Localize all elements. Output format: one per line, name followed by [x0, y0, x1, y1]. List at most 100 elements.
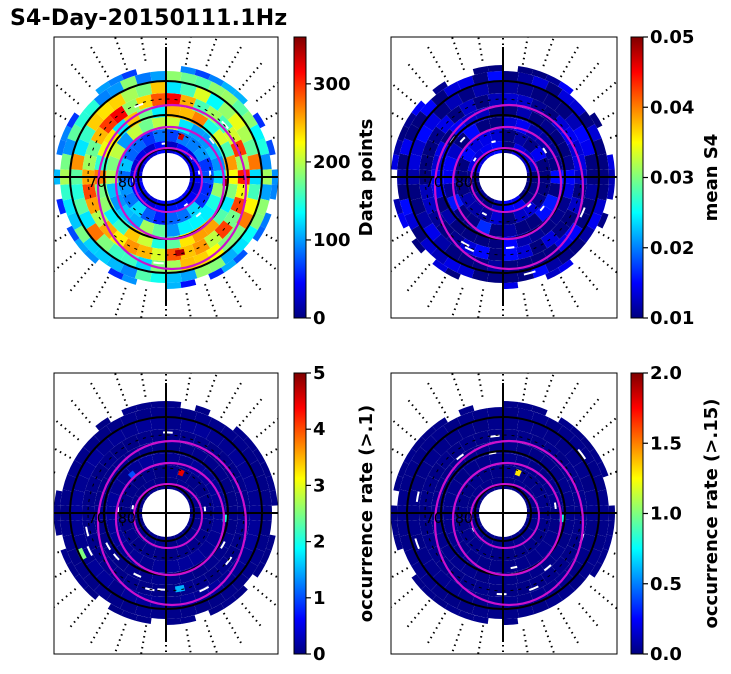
heatmap-cell	[422, 222, 442, 243]
scan-track	[575, 397, 601, 427]
heatmap-cell	[586, 124, 602, 142]
heatmap-cell	[488, 559, 503, 573]
heatmap-cell	[142, 195, 158, 211]
heatmap-cell	[584, 183, 599, 201]
scan-track	[90, 46, 112, 83]
heatmap-cell	[142, 143, 158, 159]
heatmap-cell	[568, 435, 586, 454]
heatmap-cell	[432, 437, 452, 457]
colorbar-tick-label: 0	[313, 644, 326, 665]
heatmap-cell	[602, 534, 613, 551]
heatmap-cell	[440, 207, 459, 226]
heatmap-cell	[527, 561, 546, 579]
scan-track	[450, 373, 465, 407]
heatmap-cell	[107, 74, 124, 87]
pole-hole	[483, 489, 527, 533]
heatmap-cell	[194, 75, 212, 91]
heatmap-cell	[596, 520, 609, 537]
heatmap-cell	[83, 572, 101, 591]
heatmap-cell	[449, 553, 468, 572]
heatmap-cell	[573, 460, 591, 480]
heatmap-cell	[232, 426, 248, 441]
heatmap-cell	[217, 477, 235, 495]
heatmap-cell	[459, 191, 476, 209]
data-gap	[221, 120, 229, 130]
heatmap-cell	[443, 417, 462, 434]
heatmap-cell	[473, 442, 491, 459]
heatmap-cell	[393, 198, 404, 215]
heatmap-cell	[578, 110, 595, 129]
heatmap-cell	[129, 472, 147, 490]
heatmap-cell	[527, 111, 546, 129]
heatmap-cell	[444, 603, 461, 616]
heatmap-cell	[580, 436, 595, 452]
hotspot-cell	[177, 133, 185, 141]
heatmap-cell	[407, 519, 422, 537]
heatmap-cell	[208, 74, 225, 87]
heatmap-cell	[54, 520, 63, 536]
heatmap-cell	[205, 92, 225, 111]
heatmap-cell	[516, 244, 534, 260]
heatmap-cell	[471, 82, 490, 98]
heatmap-cell	[564, 111, 584, 132]
heatmap-cell	[557, 425, 576, 443]
heatmap-cell	[525, 548, 543, 567]
heatmap-cell	[67, 124, 83, 142]
heatmap-cell	[444, 428, 464, 447]
heatmap-cell	[578, 561, 595, 580]
heatmap-cell	[487, 71, 503, 83]
heatmap-cell	[232, 249, 248, 264]
contour-line	[96, 103, 248, 271]
heatmap-cell	[265, 475, 276, 492]
heatmap-cell	[220, 89, 239, 107]
heatmap-cell	[518, 525, 535, 541]
heatmap-cell	[231, 236, 249, 255]
heatmap-cell	[517, 402, 534, 411]
heatmap-cell	[503, 223, 518, 237]
heatmap-cell	[252, 448, 266, 465]
heatmap-cell	[178, 442, 196, 459]
heatmap-cell	[432, 417, 448, 431]
heatmap-cell	[122, 145, 139, 163]
heatmap-cell	[557, 89, 576, 107]
data-gap	[472, 157, 477, 162]
heatmap-cell	[487, 271, 503, 283]
colorbar-tick-label: 5	[313, 363, 326, 384]
heatmap-cell	[415, 460, 433, 480]
scan-track	[54, 447, 72, 459]
contour-line	[433, 439, 585, 607]
heatmap-cell	[201, 217, 220, 236]
heatmap-cell	[479, 195, 495, 211]
heatmap-cell	[107, 243, 127, 262]
heatmap-cell	[98, 450, 118, 470]
heatmap-cell	[404, 548, 420, 566]
heatmap-cell	[455, 182, 471, 197]
heatmap-cell	[446, 230, 466, 249]
scan-track	[54, 471, 56, 474]
heatmap-cell	[397, 520, 410, 537]
heatmap-cell	[515, 106, 533, 123]
heatmap-cell	[60, 548, 72, 565]
heatmap-cell	[249, 460, 265, 478]
data-gap	[195, 212, 202, 218]
heatmap-cell	[479, 531, 495, 547]
heatmap-cell	[397, 461, 409, 478]
heatmap-cell	[564, 222, 584, 243]
heatmap-cell	[459, 527, 476, 545]
heatmap-cell	[83, 435, 101, 454]
heatmap-cell	[67, 212, 83, 230]
scan-track	[260, 111, 278, 123]
heatmap-cell	[220, 425, 239, 443]
heatmap-cell	[118, 518, 134, 533]
heatmap-cell	[201, 553, 220, 572]
heatmap-cell	[487, 607, 503, 619]
scan-track	[589, 249, 617, 274]
scan-track	[391, 111, 409, 123]
scan-track	[521, 37, 529, 65]
data-gap	[577, 448, 587, 460]
heatmap-cell	[422, 111, 442, 132]
heatmap-cell	[597, 461, 609, 478]
scan-track	[541, 619, 556, 654]
heatmap-cell	[411, 225, 428, 244]
heatmap-cell	[503, 465, 517, 479]
